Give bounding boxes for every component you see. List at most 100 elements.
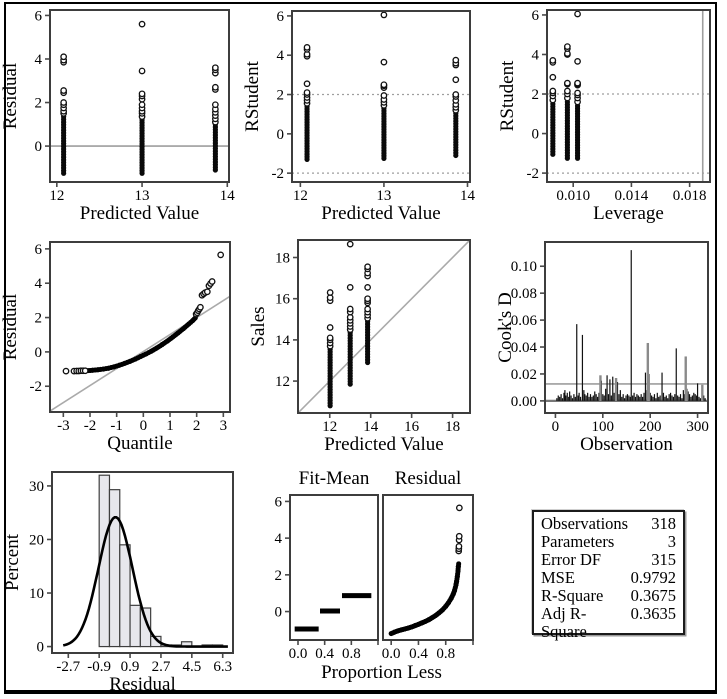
svg-text:0.06: 0.06	[511, 313, 538, 329]
svg-text:0.8: 0.8	[342, 646, 361, 662]
svg-text:-2: -2	[30, 379, 43, 395]
svg-text:0.9: 0.9	[121, 659, 140, 675]
svg-text:Predicted Value: Predicted Value	[321, 203, 440, 224]
stat-label: R-Square	[541, 586, 604, 605]
svg-text:0: 0	[37, 640, 45, 656]
svg-text:4: 4	[532, 47, 540, 63]
svg-text:100: 100	[592, 419, 615, 435]
svg-text:-2: -2	[272, 166, 285, 182]
svg-text:12: 12	[275, 374, 290, 390]
panel-cooks-d: 0 100 200 300 0.00 0.02 0.04 0.06 0.08 0.10 Observ…	[483, 233, 727, 463]
svg-text:0.010: 0.010	[556, 188, 590, 204]
svg-text:RStudent: RStudent	[497, 60, 518, 131]
panel-residual-histogram: -2.7 -0.9 0.9 2.7 4.5 6.3 0 10 20 30 Residual Perce…	[0, 463, 240, 699]
svg-text:18: 18	[445, 419, 460, 435]
stat-label: Observations	[541, 514, 629, 533]
svg-text:1: 1	[166, 418, 174, 434]
stat-value: 0.3635	[630, 604, 676, 623]
svg-text:0: 0	[532, 127, 540, 143]
svg-text:0.02: 0.02	[511, 367, 537, 383]
svg-text:4.5: 4.5	[182, 659, 201, 675]
svg-text:0.8: 0.8	[436, 646, 455, 662]
svg-text:2.7: 2.7	[152, 659, 171, 675]
svg-text:Residual: Residual	[395, 468, 462, 489]
svg-text:Predicted Value: Predicted Value	[80, 203, 199, 224]
stat-value: 318	[651, 514, 676, 533]
svg-text:0: 0	[35, 139, 43, 155]
p1-svg: 12 13 14 0 2 4 6 Predicted Value Residual	[0, 8, 235, 224]
svg-text:0: 0	[35, 345, 43, 361]
fit-statistics-table: Observations 318 Parameters 3 Error DF 315 …	[532, 510, 685, 641]
svg-text:16: 16	[275, 292, 291, 308]
svg-text:6: 6	[35, 242, 43, 258]
panel-rstudent-vs-predicted: 12 13 14 -2 0 2 4 6 Predicted Value RStudent	[240, 0, 483, 233]
svg-text:14: 14	[363, 419, 379, 435]
svg-text:0.0: 0.0	[289, 646, 308, 662]
svg-text:0: 0	[277, 127, 285, 143]
svg-text:13: 13	[376, 188, 391, 204]
svg-text:6: 6	[35, 8, 43, 24]
svg-text:2: 2	[277, 88, 285, 104]
svg-text:-2.7: -2.7	[56, 659, 80, 675]
stat-value: 315	[651, 550, 676, 569]
svg-text:2: 2	[35, 96, 43, 112]
svg-text:RStudent: RStudent	[242, 60, 263, 131]
svg-text:-2: -2	[527, 166, 540, 182]
stat-row-parameters: Parameters 3	[541, 533, 676, 551]
stat-label: Adj R-Square	[541, 604, 587, 641]
svg-text:13: 13	[135, 188, 150, 204]
stat-row-adj-r-square: Adj R-Square 0.3635	[541, 605, 676, 641]
svg-text:Predicted Value: Predicted Value	[324, 434, 443, 455]
stat-row-mse: MSE 0.9792	[541, 569, 676, 587]
svg-text:6: 6	[532, 8, 540, 24]
stat-value: 0.9792	[630, 568, 676, 587]
svg-text:0.04: 0.04	[511, 340, 538, 356]
svg-text:12: 12	[293, 188, 308, 204]
svg-text:12: 12	[49, 188, 64, 204]
p2-svg: 12 13 14 -2 0 2 4 6 Predicted Value RStudent	[242, 9, 476, 224]
svg-text:0.018: 0.018	[673, 188, 707, 204]
svg-text:0.4: 0.4	[315, 646, 334, 662]
stat-row-observations: Observations 318	[541, 515, 676, 533]
svg-text:2: 2	[193, 418, 201, 434]
svg-text:2: 2	[532, 87, 540, 103]
svg-text:14: 14	[460, 188, 476, 204]
svg-text:Cook's D: Cook's D	[495, 292, 516, 362]
panel-sales-vs-predicted: 12 14 16 18 12 14 16 18 Predicted Value Sales	[240, 233, 483, 463]
svg-text:3: 3	[220, 418, 228, 434]
svg-text:12: 12	[322, 419, 337, 435]
svg-text:Sales: Sales	[248, 306, 269, 346]
svg-text:Fit-Mean: Fit-Mean	[299, 468, 370, 489]
svg-text:10: 10	[29, 586, 44, 602]
svg-text:0.08: 0.08	[511, 286, 537, 302]
panel-qq-plot: -3 -2 -1 0 1 2 3 -2 0 2 4 6 Quantile Residual	[0, 233, 240, 463]
stat-label: MSE	[541, 568, 575, 587]
svg-text:6.3: 6.3	[213, 659, 232, 675]
svg-text:20: 20	[29, 532, 44, 548]
svg-text:0.4: 0.4	[409, 646, 428, 662]
stat-label: Error DF	[541, 550, 602, 569]
p7-svg: -2.7 -0.9 0.9 2.7 4.5 6.3 0 10 20 30 Residual Perce…	[2, 471, 234, 695]
svg-text:0: 0	[552, 419, 560, 435]
svg-text:Leverage: Leverage	[593, 203, 664, 224]
stat-value: 0.3675	[630, 586, 676, 605]
panel-fit-statistics: Observations 318 Parameters 3 Error DF 315 …	[483, 463, 727, 699]
svg-text:Residual: Residual	[0, 63, 21, 130]
svg-text:4: 4	[277, 48, 285, 64]
panel-rstudent-vs-leverage: 0.010 0.014 0.018 -2 0 2 4 6 Leverage RStudent	[483, 0, 727, 233]
svg-text:6: 6	[275, 494, 283, 510]
svg-text:Quantile: Quantile	[107, 433, 172, 454]
svg-text:0: 0	[275, 605, 283, 621]
svg-text:Proportion Less: Proportion Less	[321, 662, 442, 683]
svg-text:300: 300	[686, 419, 709, 435]
svg-text:0.014: 0.014	[615, 188, 649, 204]
svg-text:14: 14	[275, 333, 291, 349]
svg-text:4: 4	[275, 531, 283, 547]
stat-row-error-df: Error DF 315	[541, 551, 676, 569]
panel-residual-vs-predicted: 12 13 14 0 2 4 6 Predicted Value Residual	[0, 0, 240, 233]
svg-text:-0.9: -0.9	[87, 659, 111, 675]
svg-text:2: 2	[35, 311, 43, 327]
p8-svg: 0.0 0.4 0.8 0 2 4 6 Fit-Mean 0.0 0.4 0.8 Residual Pr…	[275, 468, 474, 683]
